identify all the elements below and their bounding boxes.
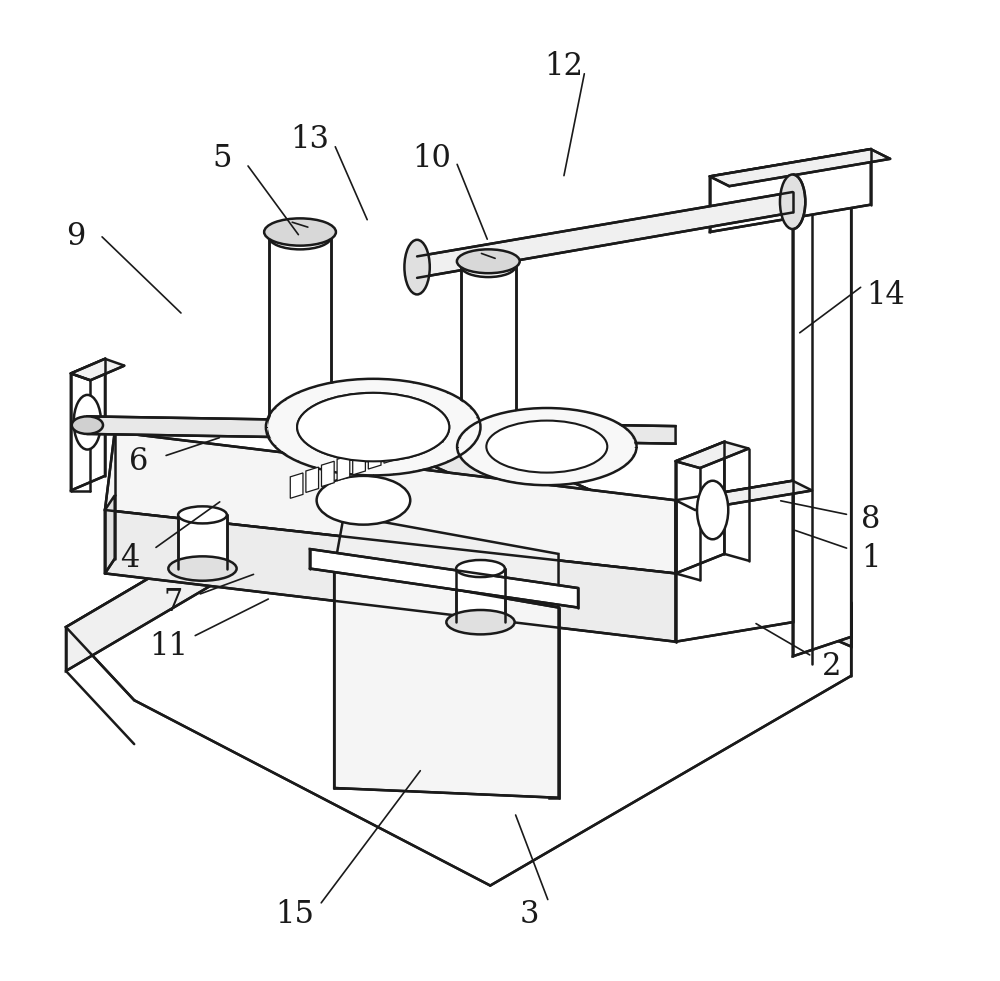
Polygon shape <box>337 455 350 481</box>
Polygon shape <box>431 420 443 445</box>
Polygon shape <box>417 192 793 278</box>
Text: 11: 11 <box>149 631 188 662</box>
Polygon shape <box>105 510 676 642</box>
Polygon shape <box>793 179 871 206</box>
Polygon shape <box>71 359 124 381</box>
Ellipse shape <box>461 440 516 462</box>
Ellipse shape <box>268 380 478 475</box>
Ellipse shape <box>461 255 516 277</box>
Ellipse shape <box>457 249 520 273</box>
Polygon shape <box>66 417 851 886</box>
Polygon shape <box>400 432 412 457</box>
Text: 3: 3 <box>520 900 539 930</box>
Text: 10: 10 <box>412 143 451 175</box>
Polygon shape <box>66 417 422 671</box>
Polygon shape <box>178 515 227 569</box>
Text: 2: 2 <box>822 650 841 682</box>
Polygon shape <box>105 495 115 574</box>
Text: 12: 12 <box>544 51 583 81</box>
Polygon shape <box>422 417 851 646</box>
Polygon shape <box>384 438 397 463</box>
Polygon shape <box>306 467 319 492</box>
Text: 7: 7 <box>164 588 183 618</box>
Ellipse shape <box>486 421 607 473</box>
Ellipse shape <box>459 409 635 485</box>
Text: 5: 5 <box>212 143 232 175</box>
Polygon shape <box>269 236 331 432</box>
Polygon shape <box>710 149 890 186</box>
Polygon shape <box>461 266 516 451</box>
Text: 8: 8 <box>861 504 880 536</box>
Polygon shape <box>676 481 812 510</box>
Text: 14: 14 <box>866 280 905 311</box>
Polygon shape <box>353 449 365 475</box>
Ellipse shape <box>697 481 728 540</box>
Text: 6: 6 <box>129 445 149 477</box>
Polygon shape <box>334 569 344 788</box>
Polygon shape <box>310 549 578 607</box>
Text: 13: 13 <box>290 124 329 155</box>
Ellipse shape <box>317 476 410 525</box>
Polygon shape <box>415 426 428 451</box>
Polygon shape <box>71 359 105 490</box>
Ellipse shape <box>168 556 237 581</box>
Ellipse shape <box>297 392 449 461</box>
Ellipse shape <box>269 420 331 444</box>
Polygon shape <box>321 461 334 487</box>
Polygon shape <box>334 515 559 607</box>
Polygon shape <box>676 441 749 468</box>
Polygon shape <box>334 569 559 798</box>
Polygon shape <box>793 179 851 656</box>
Polygon shape <box>105 432 676 574</box>
Ellipse shape <box>446 610 515 635</box>
Polygon shape <box>549 607 559 798</box>
Polygon shape <box>456 569 505 622</box>
Ellipse shape <box>297 392 449 461</box>
Ellipse shape <box>178 506 227 524</box>
Ellipse shape <box>404 239 430 294</box>
Polygon shape <box>676 481 793 642</box>
Ellipse shape <box>72 416 103 434</box>
Polygon shape <box>290 473 303 498</box>
Polygon shape <box>87 416 676 443</box>
Ellipse shape <box>74 395 101 449</box>
Text: 9: 9 <box>66 222 85 252</box>
Ellipse shape <box>456 560 505 577</box>
Ellipse shape <box>780 175 805 230</box>
Text: 15: 15 <box>276 900 315 930</box>
Ellipse shape <box>269 225 331 249</box>
Ellipse shape <box>264 219 336 245</box>
Text: 1: 1 <box>861 543 880 574</box>
Polygon shape <box>676 441 724 574</box>
Polygon shape <box>368 443 381 469</box>
Polygon shape <box>710 149 871 232</box>
Text: 4: 4 <box>120 543 139 574</box>
